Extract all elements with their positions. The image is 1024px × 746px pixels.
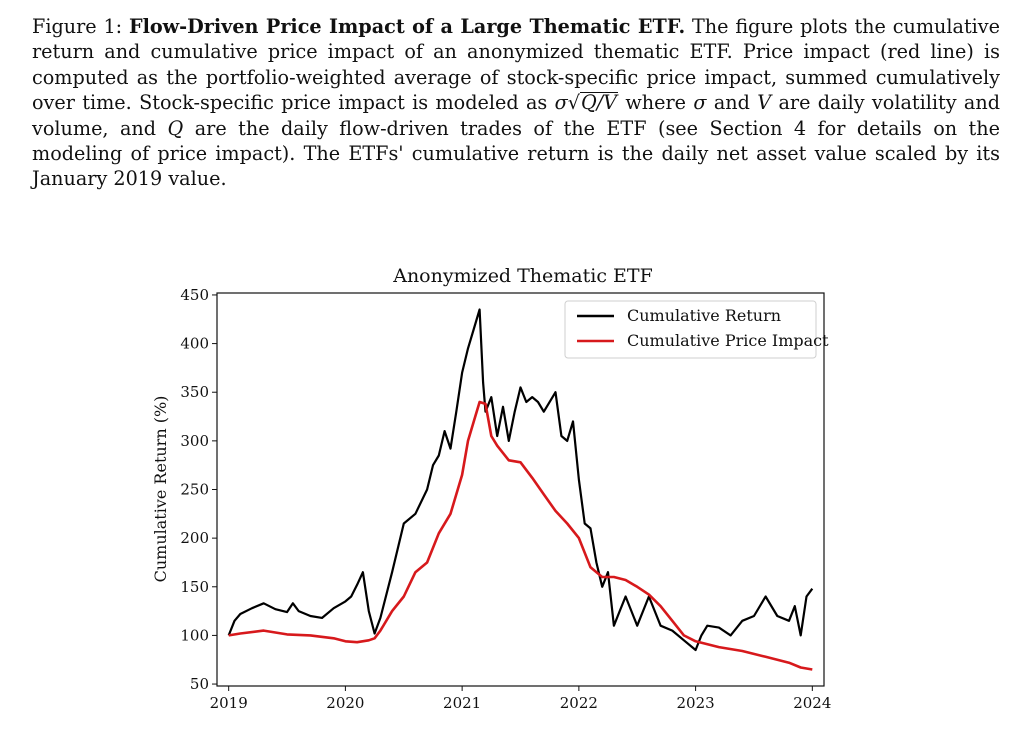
- y-tick-label: 350: [180, 383, 209, 401]
- plot-frame: [216, 292, 825, 687]
- x-tick-label: 2019: [210, 694, 248, 712]
- x-tick-label: 2024: [793, 694, 831, 712]
- caption-text-3: and: [713, 91, 750, 115]
- caption-text-4: are daily volatility and volume, and: [32, 91, 1000, 140]
- symbol-q: Q: [167, 116, 184, 140]
- legend-label-cumulative-price-impact: Cumulative Price Impact: [627, 331, 829, 350]
- y-tick-label: 100: [180, 626, 209, 644]
- y-tick-label: 150: [180, 578, 209, 596]
- series-layer: [227, 308, 814, 671]
- y-tick-label: 250: [180, 481, 209, 499]
- radical-sign: √: [567, 91, 580, 115]
- y-tick-label: 300: [180, 432, 209, 450]
- caption-text-1: The figure plots the cumulative return a…: [32, 15, 1000, 115]
- legend-box: [564, 300, 817, 359]
- x-tick-label: 2021: [443, 694, 481, 712]
- x-tick-label: 2023: [677, 694, 715, 712]
- caption-label: Figure 1:: [32, 15, 123, 38]
- ticks-layer: 2019 2020 2021 2022 2023 2024 50 100 150 200 250 30…: [180, 286, 831, 712]
- caption-text-2: where: [625, 91, 687, 115]
- x-tick-label: 2022: [560, 694, 598, 712]
- y-tick-label: 50: [190, 675, 209, 693]
- figure-caption: Figure 1: Flow-Driven Price Impact of a …: [32, 14, 1000, 192]
- y-tick-label: 200: [180, 529, 209, 547]
- x-tick-label: 2020: [326, 694, 364, 712]
- legend-label-cumulative-return: Cumulative Return: [627, 306, 781, 325]
- formula-sigma: σ: [554, 91, 568, 115]
- legend: Cumulative Return Cumulative Price Impac…: [564, 300, 829, 359]
- formula-radicand: Q/V: [579, 91, 618, 115]
- caption-title: Flow-Driven Price Impact of a Large Them…: [128, 15, 686, 38]
- y-axis-label: Cumulative Return (%): [151, 396, 170, 583]
- caption-text-5: are the daily flow-driven trades of the …: [32, 116, 1000, 191]
- symbol-v: V: [757, 91, 772, 115]
- y-tick-label: 450: [180, 286, 209, 304]
- series-cumulative-return: [227, 308, 814, 652]
- series-cumulative-price-impact: [228, 400, 813, 671]
- symbol-sigma: σ: [693, 91, 707, 115]
- y-tick-label: 400: [180, 335, 209, 353]
- chart-title: Anonymized Thematic ETF: [392, 265, 653, 287]
